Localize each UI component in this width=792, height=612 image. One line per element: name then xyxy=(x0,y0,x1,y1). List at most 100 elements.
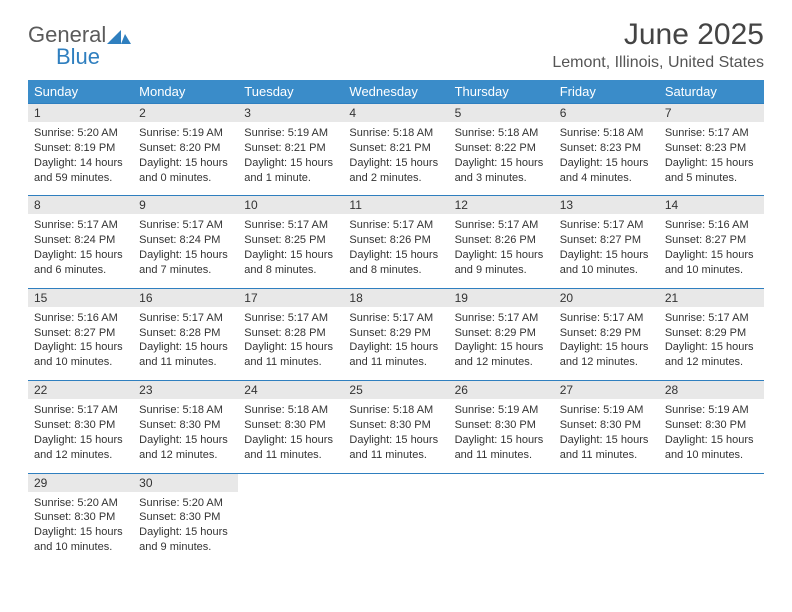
day-details: Sunrise: 5:20 AMSunset: 8:30 PMDaylight:… xyxy=(133,492,238,565)
detail-d1: Daylight: 15 hours xyxy=(244,433,337,448)
day-number: 30 xyxy=(133,473,238,492)
detail-ss: Sunset: 8:30 PM xyxy=(665,418,758,433)
detail-sr: Sunrise: 5:17 AM xyxy=(665,126,758,141)
detail-d1: Daylight: 15 hours xyxy=(244,340,337,355)
detail-ss: Sunset: 8:30 PM xyxy=(560,418,653,433)
day-number: 25 xyxy=(343,381,448,400)
detail-d2: and 10 minutes. xyxy=(34,540,127,555)
location: Lemont, Illinois, United States xyxy=(552,54,764,72)
day-details-row: Sunrise: 5:17 AMSunset: 8:24 PMDaylight:… xyxy=(28,215,764,288)
detail-ss: Sunset: 8:28 PM xyxy=(139,326,232,341)
detail-sr: Sunrise: 5:16 AM xyxy=(34,311,127,326)
detail-d2: and 8 minutes. xyxy=(244,263,337,278)
logo-mark-icon xyxy=(107,28,131,44)
detail-sr: Sunrise: 5:17 AM xyxy=(665,311,758,326)
day-number: 12 xyxy=(449,196,554,215)
day-number xyxy=(554,473,659,492)
detail-ss: Sunset: 8:20 PM xyxy=(139,141,232,156)
detail-d2: and 1 minute. xyxy=(244,171,337,186)
detail-d1: Daylight: 15 hours xyxy=(665,340,758,355)
day-number xyxy=(659,473,764,492)
day-number: 21 xyxy=(659,288,764,307)
day-details: Sunrise: 5:17 AMSunset: 8:28 PMDaylight:… xyxy=(133,307,238,380)
day-details: Sunrise: 5:18 AMSunset: 8:30 PMDaylight:… xyxy=(343,400,448,473)
day-details: Sunrise: 5:17 AMSunset: 8:29 PMDaylight:… xyxy=(449,307,554,380)
weekday-header: Saturday xyxy=(659,80,764,104)
day-details: Sunrise: 5:20 AMSunset: 8:19 PMDaylight:… xyxy=(28,123,133,196)
detail-d1: Daylight: 15 hours xyxy=(139,248,232,263)
detail-sr: Sunrise: 5:18 AM xyxy=(455,126,548,141)
detail-sr: Sunrise: 5:18 AM xyxy=(349,126,442,141)
day-number: 18 xyxy=(343,288,448,307)
weekday-header: Wednesday xyxy=(343,80,448,104)
detail-ss: Sunset: 8:30 PM xyxy=(139,418,232,433)
day-details xyxy=(659,492,764,565)
detail-sr: Sunrise: 5:17 AM xyxy=(34,218,127,233)
detail-sr: Sunrise: 5:17 AM xyxy=(349,311,442,326)
day-number: 7 xyxy=(659,104,764,123)
day-details xyxy=(343,492,448,565)
day-details: Sunrise: 5:17 AMSunset: 8:27 PMDaylight:… xyxy=(554,215,659,288)
detail-ss: Sunset: 8:30 PM xyxy=(244,418,337,433)
day-details: Sunrise: 5:18 AMSunset: 8:22 PMDaylight:… xyxy=(449,123,554,196)
day-details: Sunrise: 5:17 AMSunset: 8:29 PMDaylight:… xyxy=(659,307,764,380)
day-number: 27 xyxy=(554,381,659,400)
detail-d1: Daylight: 15 hours xyxy=(665,248,758,263)
detail-d2: and 11 minutes. xyxy=(455,448,548,463)
detail-d2: and 3 minutes. xyxy=(455,171,548,186)
detail-d1: Daylight: 15 hours xyxy=(139,340,232,355)
detail-d2: and 7 minutes. xyxy=(139,263,232,278)
detail-d1: Daylight: 14 hours xyxy=(34,156,127,171)
detail-d2: and 12 minutes. xyxy=(139,448,232,463)
day-number: 5 xyxy=(449,104,554,123)
day-details: Sunrise: 5:19 AMSunset: 8:30 PMDaylight:… xyxy=(449,400,554,473)
detail-d2: and 12 minutes. xyxy=(560,355,653,370)
detail-ss: Sunset: 8:21 PM xyxy=(349,141,442,156)
day-details: Sunrise: 5:18 AMSunset: 8:23 PMDaylight:… xyxy=(554,123,659,196)
detail-ss: Sunset: 8:27 PM xyxy=(560,233,653,248)
detail-sr: Sunrise: 5:17 AM xyxy=(139,311,232,326)
day-number-row: 22232425262728 xyxy=(28,381,764,400)
day-number: 24 xyxy=(238,381,343,400)
title-block: June 2025 Lemont, Illinois, United State… xyxy=(552,18,764,72)
detail-d1: Daylight: 15 hours xyxy=(34,340,127,355)
detail-sr: Sunrise: 5:20 AM xyxy=(34,126,127,141)
detail-d1: Daylight: 15 hours xyxy=(139,433,232,448)
detail-sr: Sunrise: 5:18 AM xyxy=(244,403,337,418)
detail-sr: Sunrise: 5:19 AM xyxy=(244,126,337,141)
day-details: Sunrise: 5:17 AMSunset: 8:24 PMDaylight:… xyxy=(28,215,133,288)
detail-ss: Sunset: 8:24 PM xyxy=(139,233,232,248)
weekday-header: Monday xyxy=(133,80,238,104)
detail-sr: Sunrise: 5:17 AM xyxy=(560,311,653,326)
day-number: 9 xyxy=(133,196,238,215)
detail-ss: Sunset: 8:28 PM xyxy=(244,326,337,341)
detail-sr: Sunrise: 5:17 AM xyxy=(139,218,232,233)
day-details-row: Sunrise: 5:17 AMSunset: 8:30 PMDaylight:… xyxy=(28,400,764,473)
detail-d2: and 11 minutes. xyxy=(244,355,337,370)
day-details-row: Sunrise: 5:20 AMSunset: 8:30 PMDaylight:… xyxy=(28,492,764,565)
day-details: Sunrise: 5:16 AMSunset: 8:27 PMDaylight:… xyxy=(659,215,764,288)
detail-d2: and 10 minutes. xyxy=(34,355,127,370)
detail-d1: Daylight: 15 hours xyxy=(139,156,232,171)
detail-d2: and 0 minutes. xyxy=(139,171,232,186)
day-details: Sunrise: 5:17 AMSunset: 8:23 PMDaylight:… xyxy=(659,123,764,196)
detail-ss: Sunset: 8:29 PM xyxy=(349,326,442,341)
day-details: Sunrise: 5:17 AMSunset: 8:28 PMDaylight:… xyxy=(238,307,343,380)
day-details xyxy=(554,492,659,565)
detail-d2: and 11 minutes. xyxy=(349,448,442,463)
detail-ss: Sunset: 8:30 PM xyxy=(34,510,127,525)
day-number: 23 xyxy=(133,381,238,400)
day-details: Sunrise: 5:19 AMSunset: 8:21 PMDaylight:… xyxy=(238,123,343,196)
day-details: Sunrise: 5:17 AMSunset: 8:26 PMDaylight:… xyxy=(343,215,448,288)
day-details: Sunrise: 5:16 AMSunset: 8:27 PMDaylight:… xyxy=(28,307,133,380)
detail-sr: Sunrise: 5:17 AM xyxy=(349,218,442,233)
day-details: Sunrise: 5:17 AMSunset: 8:29 PMDaylight:… xyxy=(554,307,659,380)
detail-d2: and 10 minutes. xyxy=(665,263,758,278)
detail-d2: and 10 minutes. xyxy=(665,448,758,463)
detail-sr: Sunrise: 5:19 AM xyxy=(665,403,758,418)
detail-d1: Daylight: 15 hours xyxy=(560,340,653,355)
day-number: 13 xyxy=(554,196,659,215)
detail-sr: Sunrise: 5:18 AM xyxy=(560,126,653,141)
detail-ss: Sunset: 8:19 PM xyxy=(34,141,127,156)
detail-d1: Daylight: 15 hours xyxy=(34,433,127,448)
